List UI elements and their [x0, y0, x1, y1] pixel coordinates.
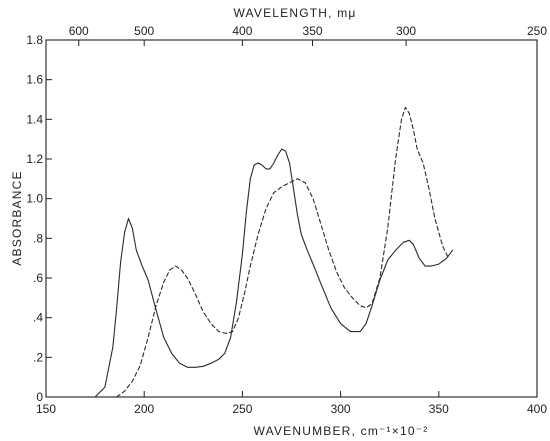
plot-frame: [45, 39, 538, 398]
x-axis-title: WAVENUMBER, cm⁻¹×10⁻²: [254, 424, 429, 438]
top-tick-label: 400: [232, 24, 252, 38]
x-tick-label: 300: [331, 402, 351, 416]
x-tick-label: 250: [232, 402, 252, 416]
y-tick-label: 1.2: [26, 152, 43, 166]
y-tick-label: .4: [33, 311, 43, 325]
y-tick-label: 1.8: [26, 33, 43, 47]
top-tick-label: 600: [69, 24, 89, 38]
y-tick-label: .2: [33, 350, 43, 364]
x-tick-label: 200: [134, 402, 154, 416]
x-tick-label: 400: [527, 402, 547, 416]
axes-layer: [45, 39, 538, 398]
ticks-layer: 150 200 250 300 350 400 0 .2 .4 .6 .8 1.0 1.2 1.4 1.6 1…: [26, 24, 547, 416]
dashed-spectrum-line: [116, 106, 450, 398]
top-tick-label: 300: [396, 24, 416, 38]
top-tick-label: 350: [303, 24, 323, 38]
top-tick-label: 250: [527, 24, 547, 38]
x-tick-label: 350: [429, 402, 449, 416]
y-tick-label: 1.6: [26, 73, 43, 87]
y-axis-title: ABSORBANCE: [10, 170, 24, 265]
y-tick-label: .6: [33, 271, 43, 285]
y-tick-label: 1.4: [26, 112, 43, 126]
y-tick-label: 0: [36, 390, 43, 404]
top-axis-title: WAVELENGTH, mμ: [233, 6, 356, 20]
x-tick-label: 150: [36, 402, 56, 416]
top-tick-label: 500: [134, 24, 154, 38]
y-tick-label: 1.0: [26, 192, 43, 206]
solid-spectrum-line: [94, 148, 454, 398]
series-layer: [94, 106, 454, 398]
y-tick-label: .8: [33, 231, 43, 245]
